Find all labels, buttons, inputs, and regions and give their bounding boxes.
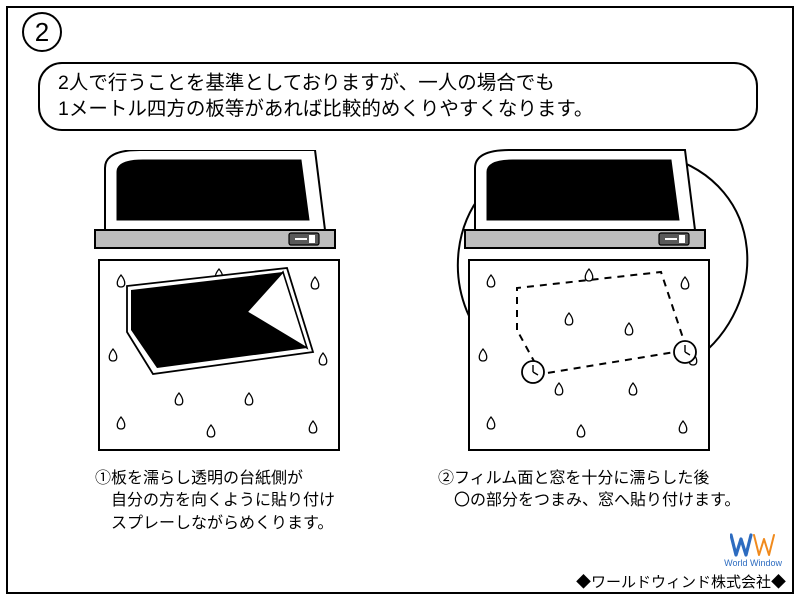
footer-company: ◆ワールドウィンド株式会社◆ xyxy=(576,571,786,592)
note-line-1: 2人で行うことを基準としておりますが、一人の場合でも xyxy=(58,72,555,94)
left-window-film xyxy=(117,160,309,220)
step-number-badge: 2 xyxy=(22,12,62,52)
left-window xyxy=(95,150,335,248)
left-caption: ①板を濡らし透明の台紙側が 自分の方を向くように貼り付け スプレーしながらめくり… xyxy=(95,468,335,535)
left-board xyxy=(99,260,339,450)
logo: World Window xyxy=(724,533,782,568)
note-line-2: 1メートル四方の板等があれば比較的めくりやすくなります。 xyxy=(58,98,593,120)
right-board-rect xyxy=(469,260,709,450)
logo-text: World Window xyxy=(724,558,782,568)
logo-icon xyxy=(730,533,776,557)
right-window-film xyxy=(487,160,679,220)
left-diagram xyxy=(85,150,385,470)
right-board xyxy=(469,260,709,450)
right-caption: ②フィルム面と窓を十分に濡らした後 〇の部分をつまみ、窓へ貼り付けます。 xyxy=(438,468,740,513)
right-window xyxy=(465,150,705,248)
right-diagram xyxy=(420,145,760,475)
note-bubble: 2人で行うことを基準としておりますが、一人の場合でも 1メートル四方の板等があれ… xyxy=(38,62,758,131)
right-window-handle xyxy=(659,233,689,245)
left-window-handle xyxy=(289,233,319,245)
